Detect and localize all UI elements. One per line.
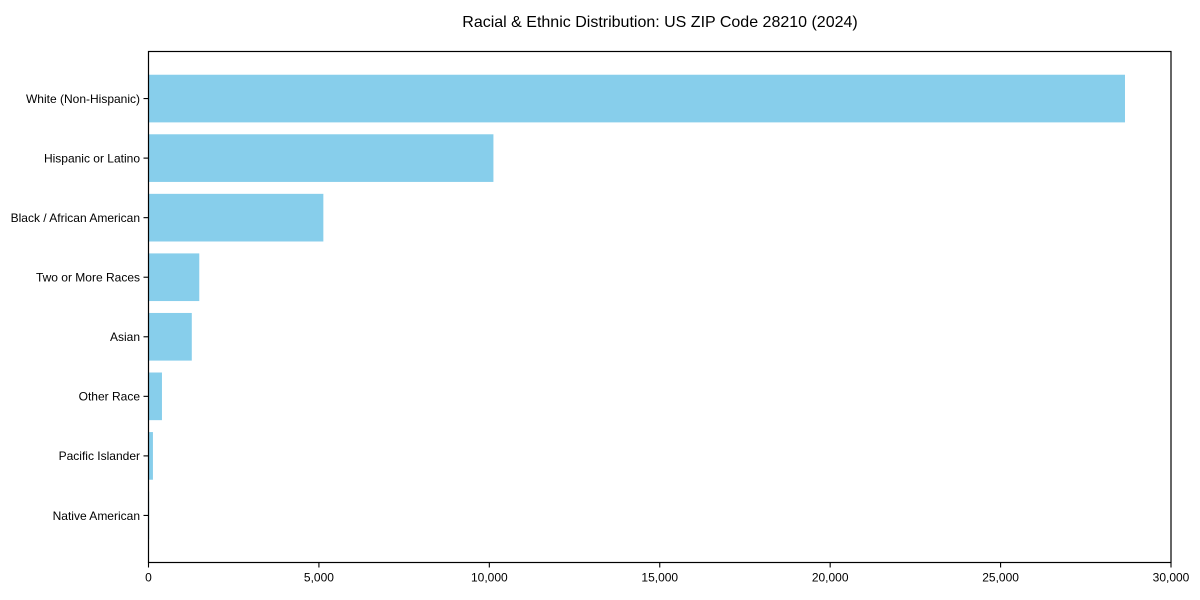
x-tick-label: 0 — [145, 571, 152, 585]
y-tick-label: Black / African American — [11, 211, 140, 225]
x-tick-label: 30,000 — [1153, 571, 1190, 585]
x-tick-label: 25,000 — [982, 571, 1019, 585]
x-tick-label: 15,000 — [641, 571, 678, 585]
bar-4 — [148, 312, 192, 361]
bars-group — [148, 74, 1125, 540]
x-tick-label: 5,000 — [304, 571, 334, 585]
y-tick-label: Native American — [53, 509, 140, 523]
y-tick-label: Other Race — [79, 390, 141, 404]
y-tick-label: Hispanic or Latino — [44, 151, 140, 165]
y-tick-label: Asian — [110, 330, 140, 344]
y-axis: White (Non-Hispanic) Hispanic or Latino Bl… — [11, 92, 149, 523]
plot-border — [147, 50, 1172, 564]
chart-title: Racial & Ethnic Distribution: US ZIP Cod… — [462, 14, 857, 31]
bar-6 — [148, 432, 153, 480]
bar-3 — [148, 253, 200, 302]
x-axis: 0 5,000 10,000 15,000 20,000 25,000 30,000 — [145, 562, 1190, 585]
y-tick-label: Two or More Races — [36, 271, 140, 285]
x-tick-label: 20,000 — [812, 571, 849, 585]
y-tick-label: White (Non-Hispanic) — [26, 92, 140, 106]
bar-0 — [148, 74, 1125, 123]
y-tick-label: Pacific Islander — [59, 449, 140, 463]
bar-1 — [148, 134, 494, 182]
bar-5 — [148, 372, 162, 421]
bar-2 — [148, 193, 324, 242]
x-tick-label: 10,000 — [471, 571, 508, 585]
